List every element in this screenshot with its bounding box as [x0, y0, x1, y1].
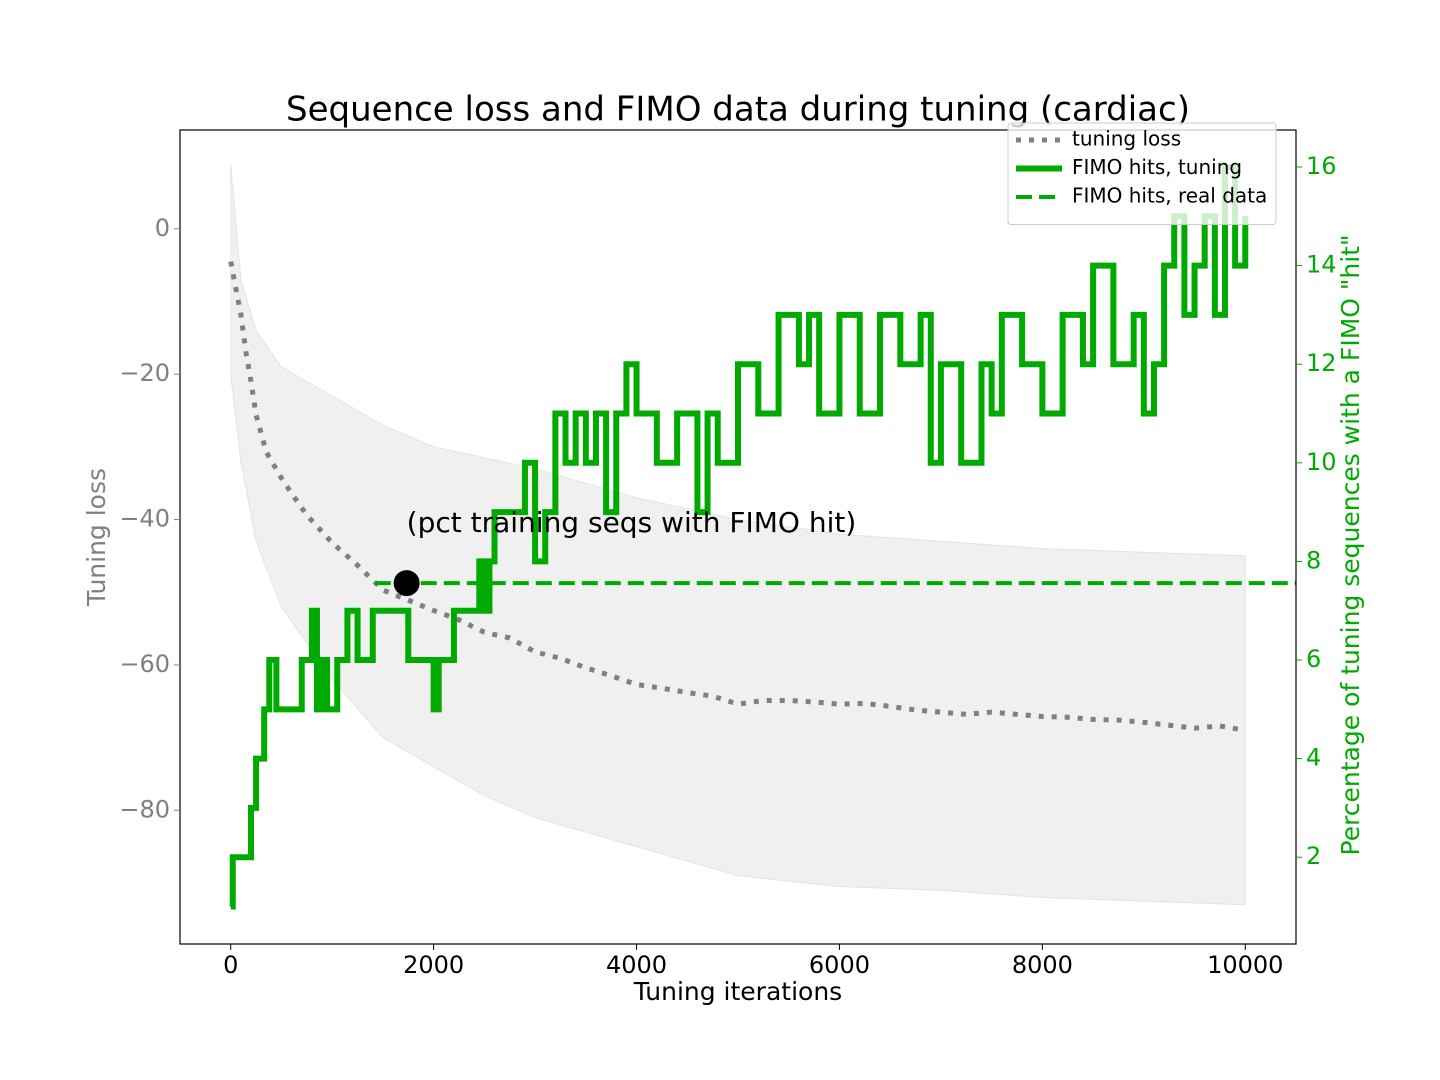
legend-label: tuning loss — [1072, 127, 1181, 151]
y-tick-label: −20 — [119, 359, 170, 387]
y-tick-label: −60 — [119, 650, 170, 678]
x-tick-label: 4000 — [606, 951, 667, 979]
y-tick-label: 0 — [155, 214, 170, 242]
y2-axis-label: Percentage of tuning sequences with a FI… — [1336, 235, 1365, 856]
legend-box — [1007, 122, 1277, 225]
y2-tick-label: 16 — [1306, 152, 1337, 180]
x-tick-label: 6000 — [809, 951, 870, 979]
plot-frame — [179, 129, 1297, 945]
legend-label: FIMO hits, tuning — [1072, 155, 1242, 179]
y-axis-label: Tuning loss — [82, 468, 111, 607]
y2-tick-label: 14 — [1306, 251, 1337, 279]
x-tick-label: 2000 — [403, 951, 464, 979]
y-tick-label: −40 — [119, 505, 170, 533]
y2-tick-label: 8 — [1306, 546, 1321, 574]
loss-band — [230, 164, 1246, 906]
x-tick-label: 10000 — [1207, 951, 1283, 979]
y2-tick-label: 6 — [1306, 645, 1321, 673]
annotation-text: (pct training seqs with FIMO hit) — [407, 506, 857, 539]
x-tick-label: 8000 — [1012, 951, 1073, 979]
series-line — [228, 261, 1246, 733]
y2-tick-label: 4 — [1306, 744, 1321, 772]
series-line — [229, 163, 1249, 910]
legend-label: FIMO hits, real data — [1072, 184, 1267, 208]
y2-tick-label: 2 — [1306, 842, 1321, 870]
x-tick-label: 0 — [223, 951, 238, 979]
annotation-marker — [393, 570, 420, 597]
x-axis-label: Tuning iterations — [633, 977, 842, 1006]
y-tick-label: −80 — [119, 795, 170, 823]
y2-tick-label: 10 — [1306, 448, 1337, 476]
y2-tick-label: 12 — [1306, 349, 1337, 377]
